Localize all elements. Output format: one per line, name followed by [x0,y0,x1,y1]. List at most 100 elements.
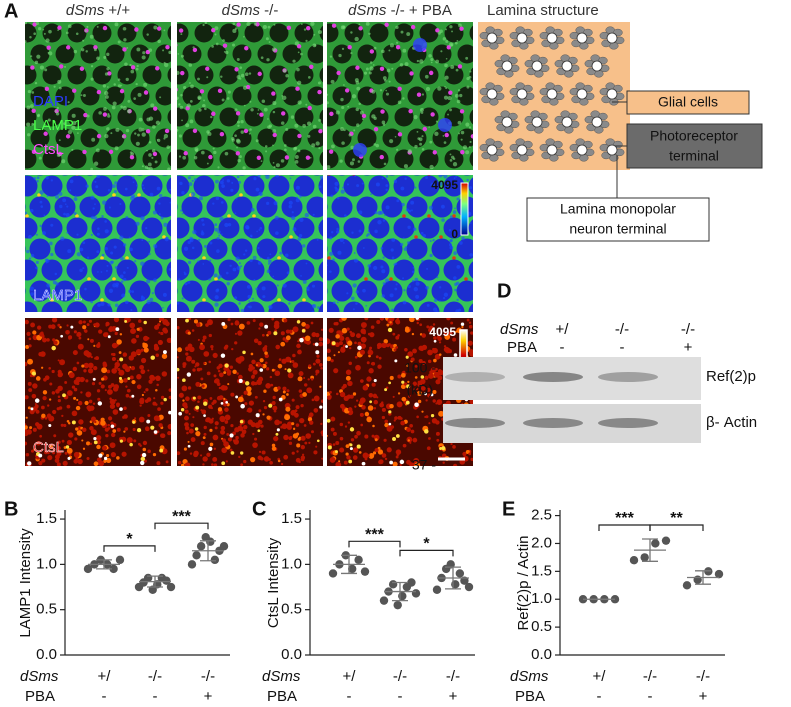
noise [234,134,237,137]
puncta [98,401,102,405]
noise [272,47,276,51]
noise [155,376,160,381]
noise [392,333,395,336]
noise [337,251,341,255]
monopolar [547,33,557,43]
row-label: PBA [25,688,55,705]
lane-label: + [684,339,693,356]
noise [83,448,85,450]
cartridge [408,87,427,106]
noise [396,283,398,285]
cartridge [394,260,415,281]
noise [317,239,319,241]
noise [433,399,436,402]
noise [469,322,471,324]
noise [358,103,360,105]
noise [404,164,408,168]
noise [428,422,430,424]
noise [126,129,129,132]
noise [396,199,399,202]
noise [125,188,128,191]
noise [293,428,295,430]
noise [295,409,298,412]
noise [169,388,172,391]
noise [305,104,307,106]
cartridge [5,197,26,218]
noise [153,397,155,399]
puncta [345,88,349,92]
noise [289,205,293,209]
noise [403,444,407,448]
noise [118,370,124,376]
noise [77,459,82,464]
puncta [268,404,272,408]
cartridge [420,66,439,85]
cartridge [332,281,353,302]
noise [57,386,62,391]
noise [443,297,445,299]
noise [126,78,129,81]
cartridge [394,218,415,239]
noise [197,396,201,400]
noise [336,228,339,231]
noise [354,175,356,177]
noise [84,350,90,356]
puncta [416,316,419,319]
noise [412,280,414,282]
cartridge [117,218,138,239]
noise [188,386,191,389]
noise [221,426,226,431]
noise [137,134,140,137]
marker-label: (kD) [407,382,433,398]
hotspot [464,277,468,281]
noise [315,373,317,375]
noise [342,48,344,50]
noise [287,425,292,430]
puncta [119,407,123,411]
noise [296,423,300,427]
noise [379,403,384,408]
noise [114,181,117,184]
puncta [203,414,206,417]
noise [436,439,439,442]
noise [282,283,286,287]
noise [130,70,134,74]
noise [387,447,392,452]
noise [426,268,428,270]
noise [86,441,90,445]
puncta [17,89,21,93]
puncta [408,109,412,113]
panel-label: E [502,498,515,520]
noise [118,41,121,44]
y-tick-label: 1.5 [36,510,57,527]
puncta [244,46,248,50]
noise [109,289,113,293]
noise [157,323,160,326]
noise [55,195,59,199]
noise [142,132,146,136]
noise [298,149,301,152]
noise [185,352,188,355]
noise [468,341,473,346]
noise [350,31,352,33]
noise [244,402,247,405]
noise [232,22,235,25]
noise [362,289,366,293]
noise [343,242,345,244]
cartridge [482,197,503,218]
noise [355,356,358,359]
noise [356,108,359,111]
noise [65,203,67,205]
cartridge [117,176,138,197]
noise [412,333,414,335]
noise [340,437,344,441]
puncta [103,26,107,30]
puncta [172,88,176,92]
cartridge [169,218,190,239]
noise [57,29,59,31]
puncta [434,340,437,343]
noise [70,179,74,183]
noise [61,415,63,417]
noise [252,298,254,300]
callout-text: neuron terminal [569,221,666,237]
